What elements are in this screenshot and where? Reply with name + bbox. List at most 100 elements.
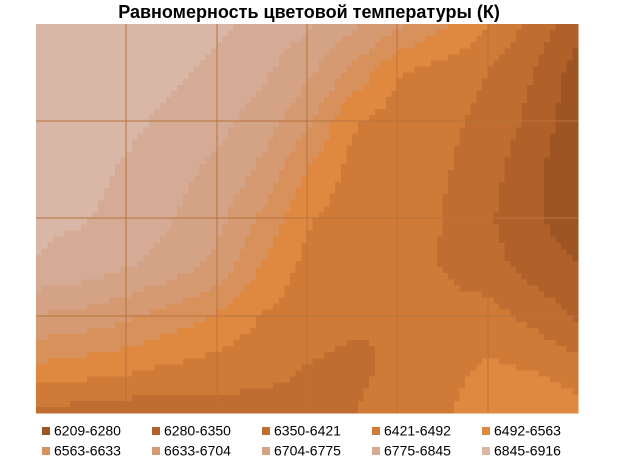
contour-cell (58, 212, 65, 220)
contour-cell (216, 133, 223, 141)
contour-cell (442, 218, 449, 226)
contour-cell (448, 224, 455, 232)
contour-cell (199, 90, 206, 98)
contour-cell (504, 303, 511, 311)
contour-cell (86, 24, 94, 31)
contour-cell (386, 175, 393, 183)
contour-cell (329, 303, 336, 311)
contour-cell (86, 358, 94, 365)
contour-cell (205, 175, 212, 183)
contour-cell (98, 218, 105, 226)
contour-cell (92, 352, 99, 359)
contour-cell (323, 303, 331, 311)
contour-cell (227, 206, 235, 214)
contour-cell (239, 236, 246, 244)
contour-cell (58, 248, 65, 256)
contour-cell (566, 279, 573, 286)
contour-cell (278, 30, 286, 37)
contour-cell (329, 279, 336, 286)
contour-cell (482, 48, 489, 55)
contour-cell (273, 72, 280, 80)
contour-cell (352, 78, 359, 86)
contour-cell (64, 115, 71, 122)
contour-cell (510, 103, 517, 110)
contour-cell (194, 72, 201, 80)
contour-cell (527, 212, 534, 220)
contour-cell (380, 54, 387, 62)
contour-cell (414, 24, 421, 31)
contour-cell (301, 315, 308, 323)
contour-cell (380, 48, 387, 55)
contour-cell (549, 297, 557, 305)
contour-cell (357, 30, 365, 37)
contour-cell (194, 218, 201, 226)
contour-cell (386, 242, 393, 250)
contour-cell (538, 248, 545, 256)
contour-cell (52, 279, 60, 286)
contour-cell (572, 84, 579, 92)
contour-cell (58, 48, 65, 55)
contour-cell (544, 30, 551, 37)
contour-cell (352, 194, 359, 201)
contour-cell (527, 188, 534, 195)
contour-cell (402, 291, 410, 299)
contour-cell (126, 60, 133, 68)
contour-cell (109, 248, 116, 256)
contour-cell (131, 333, 139, 341)
contour-cell (340, 42, 348, 49)
contour-cell (538, 90, 545, 98)
contour-cell (453, 72, 461, 80)
contour-cell (482, 236, 489, 244)
contour-cell (453, 84, 461, 92)
contour-cell (177, 321, 184, 329)
contour-cell (555, 254, 562, 262)
contour-cell (211, 127, 218, 135)
chart-title: Равномерность цветовой температуры (К) (118, 2, 500, 22)
contour-cell (64, 54, 71, 62)
contour-cell (239, 36, 246, 43)
contour-cell (369, 151, 376, 159)
contour-cell (482, 273, 489, 280)
contour-cell (340, 163, 348, 171)
contour-cell (92, 127, 99, 135)
contour-cell (98, 103, 105, 110)
contour-cell (36, 297, 43, 305)
contour-cell (75, 109, 82, 116)
contour-cell (419, 200, 427, 207)
contour-cell (465, 188, 472, 195)
contour-cell (346, 206, 353, 214)
contour-cell (81, 206, 88, 214)
contour-cell (182, 309, 190, 317)
contour-cell (278, 333, 286, 341)
contour-cell (154, 115, 161, 122)
contour-cell (81, 163, 88, 171)
contour-cell (86, 54, 94, 62)
contour-cell (205, 42, 212, 49)
contour-cell (329, 151, 336, 159)
contour-cell (346, 115, 353, 122)
contour-cell (120, 84, 127, 92)
contour-cell (47, 157, 54, 165)
contour-cell (498, 188, 506, 195)
contour-cell (278, 36, 286, 43)
contour-cell (453, 273, 461, 280)
contour-cell (295, 175, 302, 183)
contour-cell (205, 236, 212, 244)
contour-cell (165, 133, 173, 141)
contour-cell (131, 261, 139, 268)
contour-cell (527, 309, 534, 317)
contour-cell (69, 321, 77, 329)
contour-cell (52, 72, 60, 80)
contour-cell (216, 254, 223, 262)
contour-cell (493, 60, 500, 68)
contour-cell (329, 169, 336, 177)
contour-cell (572, 169, 579, 177)
contour-cell (335, 163, 342, 171)
contour-cell (352, 303, 359, 311)
contour-cell (109, 90, 116, 98)
contour-cell (510, 212, 517, 220)
contour-cell (318, 273, 325, 280)
contour-cell (154, 273, 161, 280)
contour-cell (402, 206, 410, 214)
contour-cell (52, 145, 60, 153)
